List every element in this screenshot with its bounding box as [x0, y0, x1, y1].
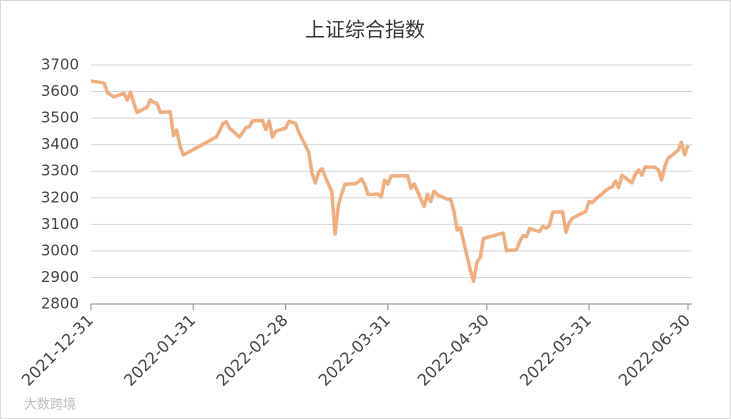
- y-tick-label: 3600: [41, 82, 79, 100]
- y-tick-label: 2900: [41, 268, 79, 286]
- watermark: 大数跨境: [24, 398, 76, 413]
- y-tick-label: 3700: [41, 56, 79, 74]
- y-tick-label: 3300: [41, 162, 79, 180]
- y-tick-label: 3000: [41, 241, 79, 259]
- y-tick-label: 3400: [41, 135, 79, 153]
- y-tick-label: 3200: [41, 188, 79, 206]
- y-tick-label: 2800: [41, 295, 79, 313]
- chart-title: 上证综合指数: [305, 18, 425, 42]
- line: [90, 79, 690, 283]
- y-tick-label: 3100: [41, 215, 79, 233]
- y-tick-label: 3500: [41, 109, 79, 127]
